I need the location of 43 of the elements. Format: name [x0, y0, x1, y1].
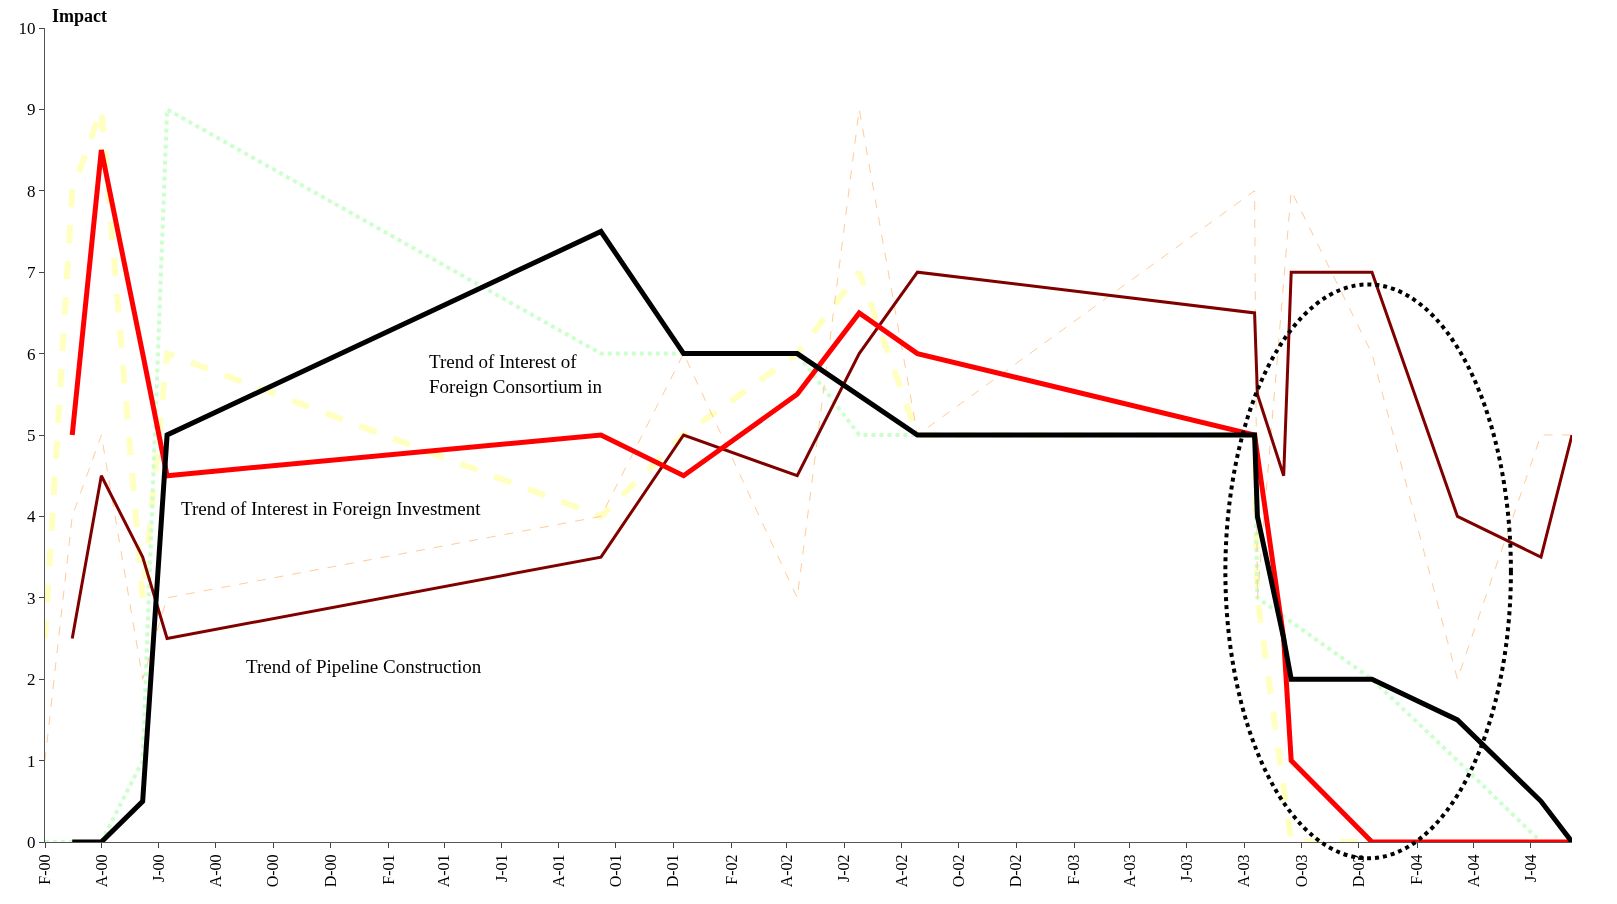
- x-tick-label: D-00: [321, 854, 339, 888]
- x-tick-label: F-00: [36, 854, 54, 885]
- x-tick-label: A-03: [1235, 854, 1253, 888]
- x-tick-label: O-00: [264, 854, 282, 888]
- x-tick-label: A-03: [1120, 854, 1138, 888]
- x-tick-label: J-01: [492, 854, 510, 882]
- x-tick-label: D-03: [1350, 854, 1368, 888]
- x-tick-label: D-02: [1007, 854, 1025, 888]
- x-tick-label: A-00: [92, 854, 110, 888]
- annotation: Trend of Interest of Foreign Consortium in: [429, 351, 603, 397]
- y-tick-label: 3: [27, 588, 36, 608]
- x-tick-label: J-04: [1521, 854, 1539, 882]
- y-tick-label: 9: [27, 100, 36, 120]
- x-tick-label: D-01: [664, 854, 682, 888]
- y-tick-label: 6: [27, 344, 36, 364]
- x-tick-label: F-02: [722, 854, 740, 885]
- x-tick-label: F-04: [1408, 854, 1426, 885]
- x-tick-label: J-00: [149, 854, 167, 882]
- y-tick-label: 4: [27, 507, 37, 527]
- y-tick-label: 1: [27, 751, 36, 771]
- x-tick-label: J-03: [1178, 854, 1196, 882]
- x-tick-label: O-02: [949, 854, 967, 888]
- y-tick-label: 5: [27, 425, 36, 445]
- x-tick-label: O-01: [607, 854, 625, 888]
- x-tick-label: F-01: [379, 854, 397, 885]
- x-tick-label: A-01: [435, 854, 453, 888]
- y-tick-label: 0: [27, 832, 36, 852]
- x-tick-label: F-03: [1065, 854, 1083, 885]
- x-tick-label: O-03: [1292, 854, 1310, 888]
- line-series: [70, 270, 1572, 640]
- x-tick-label: A-01: [549, 854, 567, 888]
- y-tick-label: 10: [18, 18, 36, 38]
- y-axis-title: Impact: [52, 6, 107, 26]
- x-tick-label: A-02: [778, 854, 796, 888]
- x-tick-label: A-00: [207, 854, 225, 888]
- y-tick-label: 8: [27, 181, 36, 201]
- x-tick-label: J-02: [835, 854, 853, 882]
- y-tick-label: 7: [27, 263, 37, 283]
- x-tick-label: A-02: [892, 854, 910, 888]
- y-tick-label: 2: [27, 670, 36, 690]
- annotation: Trend of Pipeline Construction: [246, 656, 482, 677]
- x-tick-label: A-04: [1464, 854, 1482, 888]
- annotation: Trend of Interest in Foreign Investment: [181, 498, 482, 519]
